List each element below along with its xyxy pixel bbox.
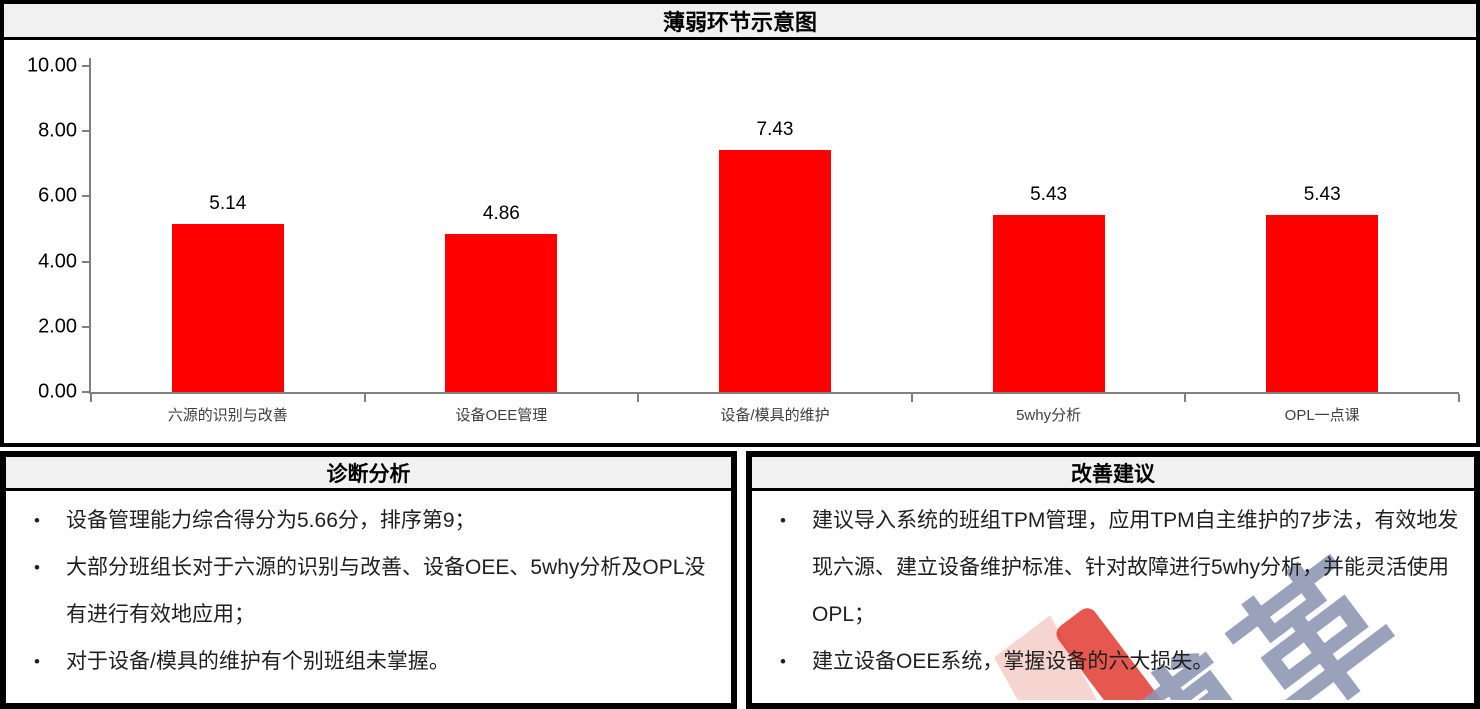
bullet-item: 建议导入系统的班组TPM管理，应用TPM自主维护的7步法，有效地发现六源、建立设…: [762, 497, 1460, 638]
y-axis-tick-label: 4.00: [38, 250, 77, 273]
diagnosis-panel-header: 诊断分析: [6, 457, 731, 491]
bar-value-label: 7.43: [756, 118, 794, 140]
weak-links-chart-card: 薄弱环节示意图 10.00 8.00 6.00 4.00 2.00 0.00 5.14 六源的…: [0, 0, 1480, 447]
y-axis-tick-label: 8.00: [38, 119, 77, 142]
suggestions-panel-title: 改善建议: [1071, 462, 1155, 486]
x-axis-category-label: 六源的识别与改善: [167, 407, 288, 424]
diagnosis-bullet-list: 设备管理能力综合得分为5.66分，排序第9；大部分班组长对于六源的识别与改善、设…: [16, 497, 717, 685]
y-axis-tick: [82, 391, 91, 393]
diagnosis-panel-body: 设备管理能力综合得分为5.66分，排序第9；大部分班组长对于六源的识别与改善、设…: [6, 491, 731, 700]
suggestions-panel: 改善建议 建议导入系统的班组TPM管理，应用TPM自主维护的7步法，有效地发现六…: [746, 451, 1480, 709]
x-axis-tick: [637, 394, 640, 402]
suggestions-bullet-list: 建议导入系统的班组TPM管理，应用TPM自主维护的7步法，有效地发现六源、建立设…: [762, 497, 1460, 685]
y-axis-tick: [82, 260, 91, 263]
bar: [171, 224, 284, 392]
y-axis-tick-label: 10.00: [26, 54, 77, 77]
bar-value-label: 4.86: [482, 202, 520, 224]
bar: [445, 233, 558, 392]
suggestions-panel-header: 改善建议: [752, 457, 1474, 491]
x-axis-tick: [1458, 394, 1460, 402]
bar-value-label: 5.14: [209, 193, 247, 215]
x-axis-category-label: 设备OEE管理: [455, 407, 548, 424]
bar: [992, 214, 1105, 392]
plot-area: 10.00 8.00 6.00 4.00 2.00 0.00 5.14 六源的识别与改善 4.8…: [27, 55, 1460, 424]
bullet-item: 设备管理能力综合得分为5.66分，排序第9；: [16, 497, 717, 544]
bullet-item: 建立设备OEE系统，掌握设备的六大损失。: [762, 638, 1460, 685]
diagnosis-panel: 诊断分析 设备管理能力综合得分为5.66分，排序第9；大部分班组长对于六源的识别…: [0, 451, 737, 709]
chart-body: 10.00 8.00 6.00 4.00 2.00 0.00 5.14 六源的识别与改善 4.8…: [4, 40, 1476, 440]
diagnosis-panel-title: 诊断分析: [326, 462, 411, 486]
suggestions-panel-body: 建议导入系统的班组TPM管理，应用TPM自主维护的7步法，有效地发现六源、建立设…: [752, 491, 1474, 700]
bullet-item: 对于设备/模具的维护有个别班组未掌握。: [16, 638, 717, 685]
x-axis-tick: [910, 394, 913, 402]
x-axis-category-label: 5why分析: [1016, 407, 1082, 424]
x-axis-tick: [363, 394, 366, 402]
y-axis-tick-label: 2.00: [38, 315, 77, 338]
x-axis-category-label: 设备/模具的维护: [720, 407, 830, 424]
chart-title-bar: 薄弱环节示意图: [4, 4, 1476, 40]
x-axis-tick: [1184, 394, 1187, 402]
y-axis-tick: [82, 130, 91, 133]
x-axis-category-label: OPL一点课: [1284, 407, 1360, 424]
y-axis-tick: [82, 65, 91, 67]
chart-title: 薄弱环节示意图: [662, 9, 817, 35]
bar: [1266, 214, 1379, 392]
bar-value-label: 5.43: [1030, 183, 1068, 205]
bullet-item: 大部分班组长对于六源的识别与改善、设备OEE、5why分析及OPL没有进行有效地…: [16, 544, 717, 638]
bar-value-label: 5.43: [1303, 183, 1341, 205]
x-axis-tick: [90, 394, 92, 402]
y-axis-tick-label: 0.00: [38, 380, 77, 403]
analysis-panels: 诊断分析 设备管理能力综合得分为5.66分，排序第9；大部分班组长对于六源的识别…: [0, 451, 1480, 709]
y-axis-tick-label: 6.00: [38, 184, 77, 207]
y-axis-tick: [82, 195, 91, 198]
y-axis-tick: [82, 325, 91, 328]
bar: [719, 149, 831, 392]
